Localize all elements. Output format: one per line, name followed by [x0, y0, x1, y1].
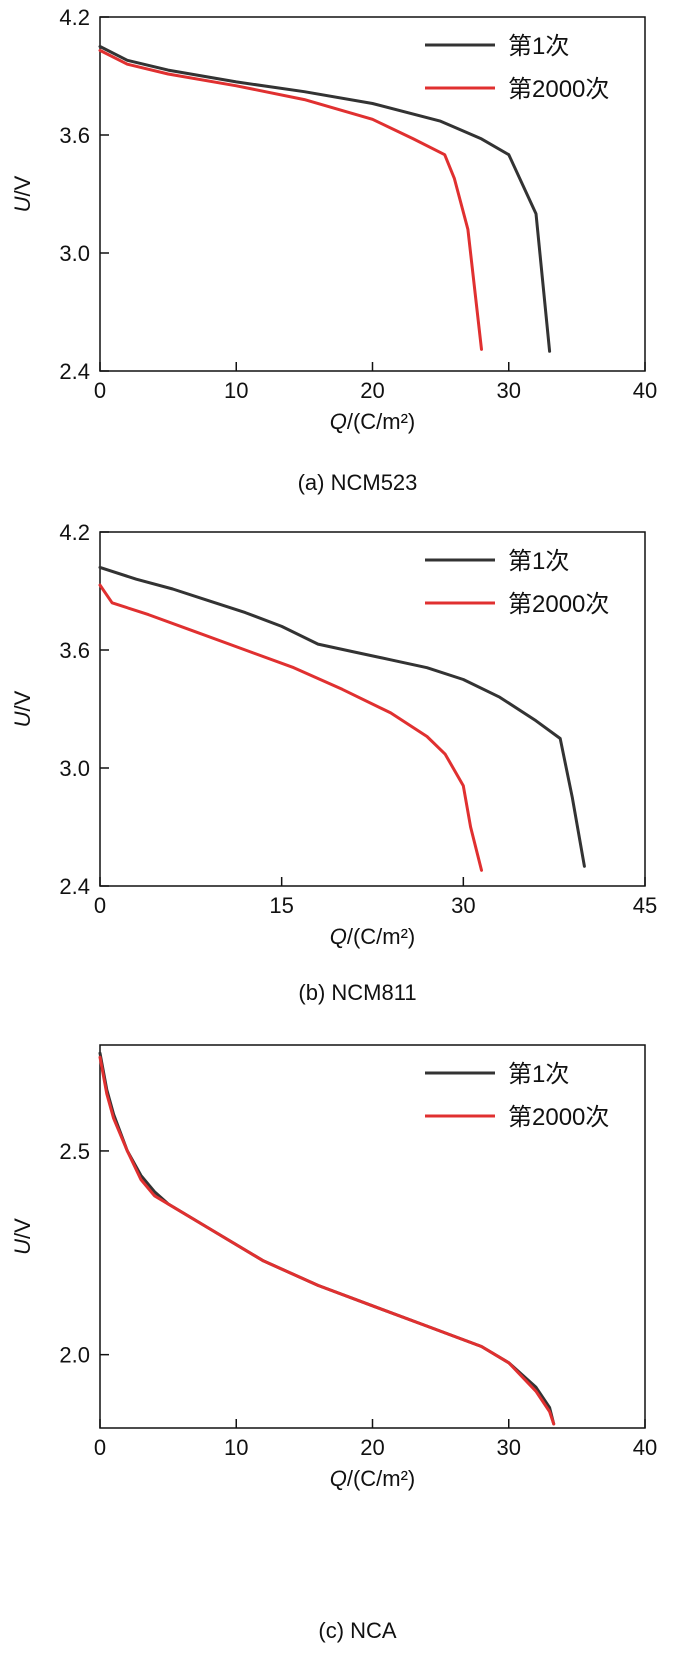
x-tick-label: 10: [224, 1435, 248, 1460]
y-tick-label: 2.5: [59, 1139, 90, 1164]
y-axis-label: U/V: [10, 690, 35, 727]
x-tick-label: 20: [360, 1435, 384, 1460]
x-tick-label: 15: [269, 893, 293, 918]
y-axis-label: U/V: [10, 175, 35, 212]
plot-frame: [99, 16, 646, 372]
x-tick-label: 0: [94, 893, 106, 918]
legend-label-2: 第2000次: [508, 1104, 609, 1131]
y-axis-label: U/V: [10, 1218, 35, 1255]
x-tick-label: 10: [224, 378, 248, 403]
plot-frame: [99, 531, 646, 887]
series-line-2: [98, 583, 483, 872]
y-tick-label: 4.2: [59, 5, 90, 30]
legend-label-2: 第2000次: [508, 591, 609, 618]
series-line-1: [98, 1051, 556, 1426]
plot-frame: [99, 1044, 646, 1429]
y-tick-label: 2.4: [59, 874, 90, 899]
y-tick-label: 3.0: [59, 756, 90, 781]
legend-label-2: 第2000次: [508, 76, 609, 103]
x-tick-label: 0: [94, 378, 106, 403]
x-axis-label: Q/(C/m²): [330, 409, 416, 434]
x-tick-label: 40: [633, 1435, 657, 1460]
chart-caption: (a) NCM523: [298, 470, 418, 495]
legend-label-1: 第1次: [508, 1061, 569, 1088]
chart-1: 0 10 20 30 40 2.4 3.0 3.6 4.2 Q/(C/m²) U/V 第1次第2000…: [10, 5, 657, 495]
legend-label-1: 第1次: [508, 33, 569, 60]
y-tick-label: 2.4: [59, 359, 90, 384]
x-tick-label: 40: [633, 378, 657, 403]
y-tick-label: 3.6: [59, 123, 90, 148]
x-axis-label: Q/(C/m²): [330, 1466, 416, 1491]
x-tick-label: 45: [633, 893, 657, 918]
series-line-2: [98, 48, 483, 351]
chart-caption: (b) NCM811: [298, 980, 416, 1005]
x-tick-label: 30: [497, 1435, 521, 1460]
y-tick-label: 3.6: [59, 638, 90, 663]
x-tick-label: 30: [497, 378, 521, 403]
x-tick-label: 0: [94, 1435, 106, 1460]
x-tick-label: 30: [451, 893, 475, 918]
y-tick-label: 3.0: [59, 241, 90, 266]
series-line-1: [98, 45, 552, 353]
x-axis-label: Q/(C/m²): [330, 924, 416, 949]
series-line-2: [98, 1055, 556, 1426]
x-tick-label: 20: [360, 378, 384, 403]
legend-label-1: 第1次: [508, 548, 569, 575]
y-tick-label: 2.0: [59, 1343, 90, 1368]
y-tick-label: 4.2: [59, 520, 90, 545]
chart-caption: (c) NCA: [318, 1618, 397, 1643]
series-line-1: [98, 565, 586, 868]
